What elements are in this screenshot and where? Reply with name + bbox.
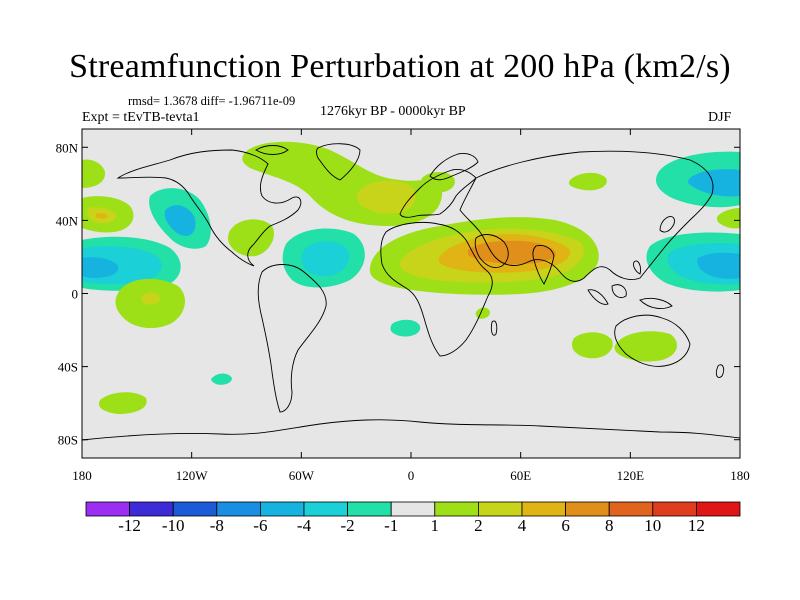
contour-siberia-green bbox=[568, 172, 607, 191]
coast-north-america bbox=[116, 149, 302, 267]
contour-npacific-left-green bbox=[82, 159, 106, 188]
colorbar-swatch bbox=[696, 501, 741, 517]
lon-tick-label: 60W bbox=[289, 468, 315, 483]
contour-gulf-green bbox=[228, 219, 275, 257]
coast-sumatra bbox=[587, 289, 609, 305]
contour-npacific-blue bbox=[687, 169, 740, 197]
colorbar-swatch bbox=[85, 501, 130, 517]
colorbar-label: -12 bbox=[118, 516, 141, 535]
coast-madagascar bbox=[490, 320, 498, 336]
lon-tick-label: 120W bbox=[176, 468, 209, 483]
colorbar-label: -8 bbox=[209, 516, 224, 535]
stats-label: rmsd= 1.3678 diff= -1.96711e-09 bbox=[128, 94, 296, 108]
contour-s-ocean-green-mid bbox=[571, 332, 613, 359]
colorbar bbox=[85, 501, 741, 517]
lat-tick-label: 40S bbox=[58, 360, 78, 375]
coast-australia bbox=[614, 314, 691, 367]
coast-africa bbox=[380, 221, 493, 357]
colorbar-label: 1 bbox=[430, 516, 440, 535]
contour-fields bbox=[82, 141, 740, 414]
coast-india bbox=[532, 245, 555, 285]
contour-s-atlantic-cyan bbox=[390, 319, 421, 337]
contour-namerica-blue bbox=[164, 205, 196, 236]
lon-tick-label: 120E bbox=[617, 468, 645, 483]
colorbar-swatch bbox=[259, 501, 305, 517]
coast-antarctica bbox=[82, 419, 740, 441]
coast-europe bbox=[399, 169, 477, 218]
colorbar-swatch bbox=[129, 501, 174, 517]
contour-pacific-40n-orange bbox=[95, 212, 108, 219]
coast-asia bbox=[459, 150, 714, 282]
colorbar-label: -2 bbox=[340, 516, 355, 535]
colorbar-label: 6 bbox=[561, 516, 570, 535]
coastlines bbox=[82, 143, 740, 441]
season-label: DJF bbox=[708, 110, 732, 125]
colorbar-swatch bbox=[303, 501, 348, 517]
colorbar-swatch bbox=[434, 501, 479, 517]
colorbar-label: 12 bbox=[687, 516, 705, 535]
colorbar-swatch bbox=[477, 501, 523, 517]
lon-tick-label: 60E bbox=[510, 468, 531, 483]
colorbar-label: 8 bbox=[604, 516, 614, 535]
contour-spacific-yellow bbox=[141, 292, 160, 305]
colorbar-label: -4 bbox=[296, 516, 312, 535]
lon-tick-label: 0 bbox=[408, 468, 415, 483]
coast-arabia bbox=[474, 234, 509, 269]
colorbar-swatch bbox=[521, 501, 566, 517]
longitude-ticks: 180 120W 60W 0 60E 120E 180 bbox=[72, 129, 750, 483]
contour-australia-green bbox=[614, 331, 677, 362]
lat-tick-label: 0 bbox=[72, 287, 79, 302]
contour-s-pacific-cyan bbox=[211, 373, 232, 385]
coast-borneo bbox=[611, 284, 627, 298]
contour-asia-orange bbox=[468, 240, 556, 264]
contour-s-ocean-green-left bbox=[98, 392, 147, 414]
coast-japan bbox=[659, 216, 675, 233]
contour-atlantic-eq-teal bbox=[301, 241, 350, 277]
colorbar-swatch bbox=[216, 501, 261, 517]
colorbar-swatch bbox=[172, 501, 218, 517]
contour-wpacific-blue bbox=[697, 252, 740, 279]
plot-title: Streamfunction Perturbation at 200 hPa (… bbox=[69, 48, 731, 85]
coast-arctic-islands bbox=[255, 145, 289, 155]
experiment-label: Expt = tEvTB-tevta1 bbox=[82, 110, 200, 125]
colorbar-swatch bbox=[608, 501, 654, 517]
colorbar-swatch bbox=[347, 501, 392, 517]
colorbar-label: 2 bbox=[474, 516, 483, 535]
colorbar-swatch bbox=[565, 501, 610, 517]
colorbar-label: -10 bbox=[161, 516, 185, 535]
contour-atlantic-yellow bbox=[357, 180, 416, 214]
colorbar-swatch bbox=[652, 501, 697, 517]
coast-scandinavia bbox=[429, 153, 479, 181]
latitude-ticks: 80N 40N 0 40S 80S bbox=[56, 140, 740, 448]
colorbar-label: -6 bbox=[253, 516, 268, 535]
contour-japan-green bbox=[716, 208, 740, 229]
lon-tick-label: 180 bbox=[730, 468, 750, 483]
contour-atlantic-small bbox=[420, 172, 455, 193]
coast-newguinea bbox=[639, 297, 673, 309]
contour-pacific-eq-blue bbox=[82, 257, 119, 278]
period-label: 1276kyr BP - 0000kyr BP bbox=[320, 104, 466, 119]
lat-tick-label: 80N bbox=[56, 140, 79, 155]
coast-greenland bbox=[316, 143, 361, 181]
colorbar-label: -1 bbox=[384, 516, 399, 535]
lat-tick-label: 40N bbox=[56, 213, 79, 228]
lon-tick-label: 180 bbox=[72, 468, 92, 483]
lat-tick-label: 80S bbox=[58, 433, 78, 448]
coast-newzealand bbox=[715, 364, 725, 378]
coast-philippines bbox=[633, 260, 641, 275]
colorbar-label: 4 bbox=[517, 516, 527, 535]
coast-south-america bbox=[257, 264, 327, 413]
colorbar-label: 10 bbox=[644, 516, 662, 535]
colorbar-swatch bbox=[390, 501, 436, 517]
